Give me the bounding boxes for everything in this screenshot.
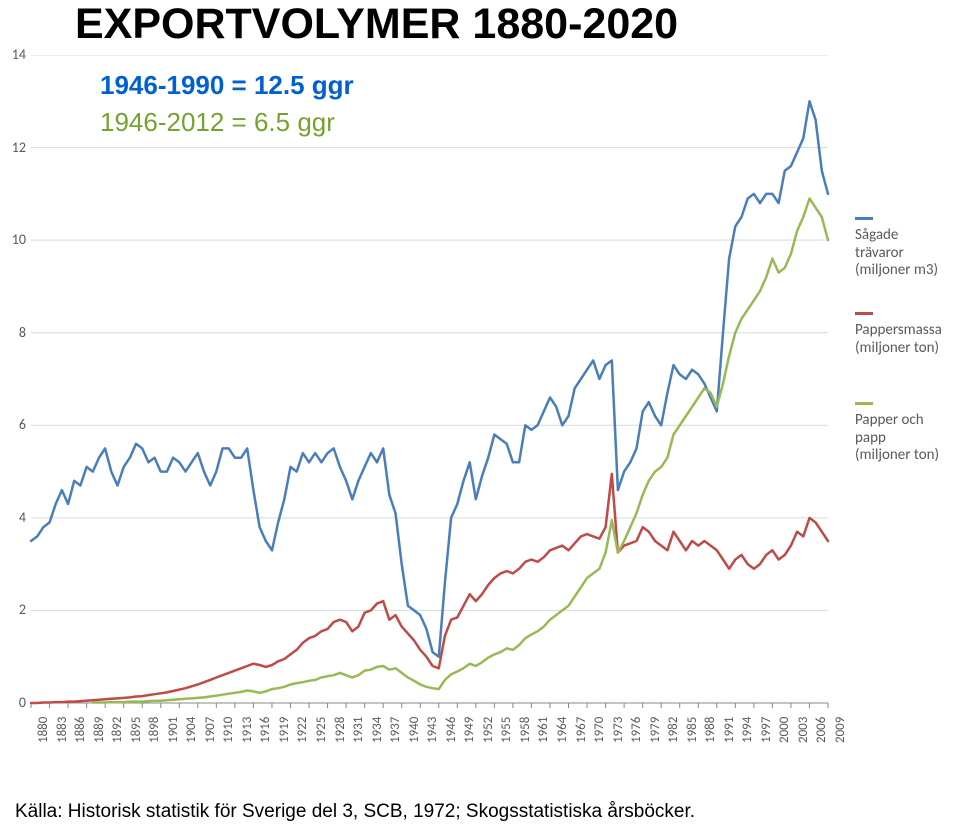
y-tick-label: 8 [6, 324, 26, 341]
x-tick-label: 1922 [295, 717, 310, 743]
x-tick-label: 1952 [481, 717, 496, 743]
x-tick-label: 1988 [703, 717, 718, 743]
x-tick-label: 1907 [203, 717, 218, 743]
y-tick-label: 0 [6, 694, 26, 711]
y-tick-label: 4 [6, 509, 26, 526]
x-tick-label: 1958 [518, 717, 533, 743]
source-citation: Källa: Historisk statistik för Sverige d… [15, 801, 695, 823]
x-tick-label: 1961 [536, 717, 551, 743]
x-tick-label: 1886 [73, 717, 88, 743]
x-tick-label: 2006 [814, 717, 829, 743]
x-tick-label: 1967 [574, 717, 589, 743]
x-tick-label: 1904 [184, 717, 199, 743]
x-tick-label: 1949 [462, 717, 477, 743]
x-tick-label: 1910 [221, 717, 236, 743]
x-tick-label: 1985 [685, 717, 700, 743]
x-tick-label: 1916 [258, 717, 273, 743]
x-tick-label: 1982 [666, 717, 681, 743]
y-tick-label: 10 [6, 231, 26, 248]
x-tick-label: 1931 [351, 717, 366, 743]
x-tick-label: 1991 [722, 717, 737, 743]
legend-label-3: Papper och papp (miljoner ton) [855, 412, 940, 464]
x-tick-label: 1898 [147, 717, 162, 743]
y-tick-label: 12 [6, 139, 26, 156]
x-tick-label: 1913 [240, 717, 255, 743]
y-tick-label: 6 [6, 416, 26, 433]
legend-swatch-3 [855, 402, 873, 405]
x-tick-label: 1937 [388, 717, 403, 743]
x-tick-label: 1928 [333, 717, 348, 743]
x-tick-label: 2000 [777, 717, 792, 743]
x-tick-label: 1892 [110, 717, 125, 743]
legend-entry-3: Papper och papp (miljoner ton) [855, 395, 960, 464]
x-tick-label: 1973 [611, 717, 626, 743]
x-tick-label: 1946 [444, 717, 459, 743]
legend-entry-1: Sågade trävaror (miljoner m3) [855, 210, 960, 279]
legend-swatch-2 [855, 312, 873, 315]
x-tick-label: 1976 [629, 717, 644, 743]
x-tick-label: 1955 [499, 717, 514, 743]
export-volume-chart: 02468101214 1880188318861889189218951898… [0, 55, 960, 790]
x-tick-label: 1889 [92, 717, 107, 743]
x-tick-label: 1940 [407, 717, 422, 743]
x-tick-label: 2009 [833, 717, 848, 743]
x-tick-label: 1934 [370, 717, 385, 743]
x-tick-label: 1997 [759, 717, 774, 743]
x-tick-label: 1880 [36, 717, 51, 743]
x-tick-label: 2003 [796, 717, 811, 743]
x-tick-label: 1901 [166, 717, 181, 743]
legend-swatch-1 [855, 217, 873, 220]
x-tick-label: 1895 [129, 717, 144, 743]
chart-svg [0, 55, 960, 790]
x-tick-label: 1919 [277, 717, 292, 743]
x-tick-label: 1994 [740, 717, 755, 743]
legend-label-2: Pappersmassa (miljoner ton) [855, 322, 940, 357]
x-tick-label: 1979 [648, 717, 663, 743]
x-tick-label: 1943 [425, 717, 440, 743]
x-tick-label: 1964 [555, 717, 570, 743]
x-tick-label: 1970 [592, 717, 607, 743]
y-tick-label: 2 [6, 601, 26, 618]
x-tick-label: 1925 [314, 717, 329, 743]
legend-label-1: Sågade trävaror (miljoner m3) [855, 227, 940, 279]
legend-entry-2: Pappersmassa (miljoner ton) [855, 305, 960, 357]
slide-title: EXPORTVOLYMER 1880-2020 [75, 0, 678, 49]
y-tick-label: 14 [6, 46, 26, 63]
x-tick-label: 1883 [55, 717, 70, 743]
